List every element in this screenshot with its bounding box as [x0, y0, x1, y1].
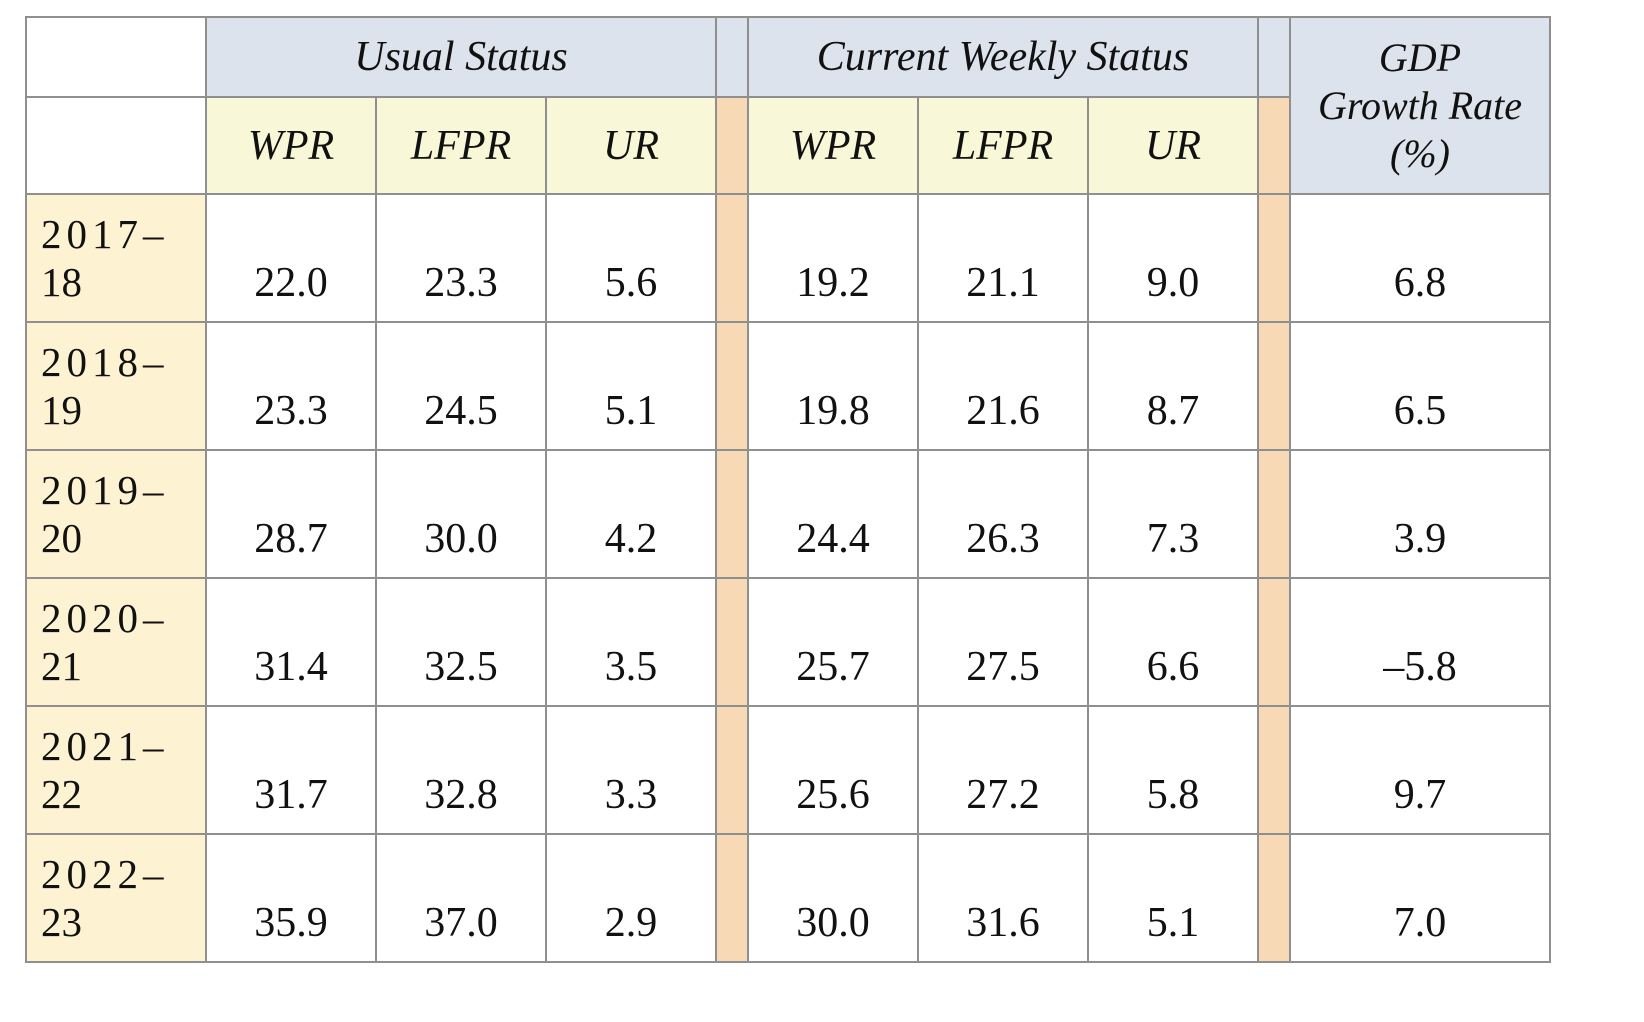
gdp-header-line-2: Growth Rate [1317, 82, 1523, 128]
table-row: 2020– 21 31.4 32.5 3.5 25.7 27.5 6.6 –5.8 [25, 577, 1551, 707]
corner-cell-2 [25, 96, 207, 195]
separator-cell [1257, 193, 1291, 323]
us-wpr-value: 28.7 [205, 449, 377, 579]
cws-wpr-value: 25.7 [747, 577, 919, 707]
year-cell: 2022– 23 [25, 833, 207, 963]
cws-ur-header: UR [1087, 96, 1259, 195]
separator-cell [1257, 449, 1291, 579]
us-lfpr-value: 30.0 [375, 449, 547, 579]
cws-wpr-value: 30.0 [747, 833, 919, 963]
gdp-value: 6.5 [1289, 321, 1551, 451]
us-ur-value: 3.5 [545, 577, 717, 707]
year-end: 21 [41, 643, 82, 689]
year-start: 2020– [41, 595, 169, 641]
us-ur-header: UR [545, 96, 717, 195]
us-wpr-value: 23.3 [205, 321, 377, 451]
cws-lfpr-value: 21.1 [917, 193, 1089, 323]
cws-ur-value: 5.1 [1087, 833, 1259, 963]
year-end: 22 [41, 771, 82, 817]
cws-lfpr-value: 26.3 [917, 449, 1089, 579]
us-lfpr-value: 37.0 [375, 833, 547, 963]
us-ur-value: 3.3 [545, 705, 717, 835]
table-row: 2018– 19 23.3 24.5 5.1 19.8 21.6 8.7 6.5 [25, 321, 1551, 451]
gdp-growth-rate-header: GDP Growth Rate (%) [1289, 16, 1551, 195]
us-wpr-value: 35.9 [205, 833, 377, 963]
cws-ur-value: 5.8 [1087, 705, 1259, 835]
separator-cell [715, 96, 749, 195]
us-ur-value: 4.2 [545, 449, 717, 579]
cws-lfpr-header: LFPR [917, 96, 1089, 195]
year-cell: 2021– 22 [25, 705, 207, 835]
gdp-value: 6.8 [1289, 193, 1551, 323]
us-wpr-value: 31.7 [205, 705, 377, 835]
cws-wpr-value: 19.2 [747, 193, 919, 323]
separator-cell [715, 833, 749, 963]
separator-cell [1257, 96, 1291, 195]
table-row: 2019– 20 28.7 30.0 4.2 24.4 26.3 7.3 3.9 [25, 449, 1551, 579]
year-end: 23 [41, 899, 82, 945]
separator-cell [715, 449, 749, 579]
cws-lfpr-value: 31.6 [917, 833, 1089, 963]
cws-ur-value: 9.0 [1087, 193, 1259, 323]
separator-cell [1257, 321, 1291, 451]
year-start: 2017– [41, 211, 169, 257]
cws-wpr-header: WPR [747, 96, 919, 195]
current-weekly-status-header: Current Weekly Status [747, 16, 1259, 98]
separator-cell [715, 193, 749, 323]
gdp-header-line-3: (%) [1390, 130, 1450, 176]
us-wpr-value: 22.0 [205, 193, 377, 323]
usual-status-header: Usual Status [205, 16, 717, 98]
year-end: 18 [41, 259, 82, 305]
header-row-2: WPR LFPR UR WPR LFPR UR [25, 96, 1550, 195]
separator-header-2 [1257, 16, 1291, 98]
us-lfpr-value: 32.5 [375, 577, 547, 707]
us-wpr-value: 31.4 [205, 577, 377, 707]
cws-wpr-value: 19.8 [747, 321, 919, 451]
gdp-value: 9.7 [1289, 705, 1551, 835]
separator-cell [1257, 577, 1291, 707]
year-start: 2018– [41, 339, 169, 385]
header-row-1: Usual Status Current Weekly Status GDP G… [25, 16, 1551, 195]
cws-lfpr-value: 27.5 [917, 577, 1089, 707]
table-row: 2017– 18 22.0 23.3 5.6 19.2 21.1 9.0 6.8 [25, 193, 1551, 323]
us-lfpr-value: 23.3 [375, 193, 547, 323]
year-start: 2019– [41, 467, 169, 513]
gdp-value: –5.8 [1289, 577, 1551, 707]
us-ur-value: 5.1 [545, 321, 717, 451]
year-cell: 2020– 21 [25, 577, 207, 707]
cws-wpr-value: 24.4 [747, 449, 919, 579]
cws-ur-value: 7.3 [1087, 449, 1259, 579]
separator-cell [1257, 833, 1291, 963]
cws-ur-value: 8.7 [1087, 321, 1259, 451]
table-row: 2021– 22 31.7 32.8 3.3 25.6 27.2 5.8 9.7 [25, 705, 1551, 835]
us-ur-value: 2.9 [545, 833, 717, 963]
employment-table: Usual Status Current Weekly Status GDP G… [25, 16, 1551, 963]
year-end: 19 [41, 387, 82, 433]
us-lfpr-value: 24.5 [375, 321, 547, 451]
cws-ur-value: 6.6 [1087, 577, 1259, 707]
gdp-value: 3.9 [1289, 449, 1551, 579]
separator-cell [1257, 705, 1291, 835]
separator-cell [715, 321, 749, 451]
us-wpr-header: WPR [205, 96, 377, 195]
gdp-header-line-1: GDP [1378, 34, 1462, 80]
gdp-value: 7.0 [1289, 833, 1551, 963]
corner-cell [25, 16, 207, 98]
year-start: 2022– [41, 851, 169, 897]
us-lfpr-header: LFPR [375, 96, 547, 195]
cws-lfpr-value: 21.6 [917, 321, 1089, 451]
year-end: 20 [41, 515, 82, 561]
year-start: 2021– [41, 723, 169, 769]
cws-lfpr-value: 27.2 [917, 705, 1089, 835]
separator-header-1 [715, 16, 749, 98]
cws-wpr-value: 25.6 [747, 705, 919, 835]
table-row: 2022– 23 35.9 37.0 2.9 30.0 31.6 5.1 7.0 [25, 833, 1551, 963]
separator-cell [715, 577, 749, 707]
us-ur-value: 5.6 [545, 193, 717, 323]
year-cell: 2019– 20 [25, 449, 207, 579]
us-lfpr-value: 32.8 [375, 705, 547, 835]
year-cell: 2018– 19 [25, 321, 207, 451]
year-cell: 2017– 18 [25, 193, 207, 323]
separator-cell [715, 705, 749, 835]
